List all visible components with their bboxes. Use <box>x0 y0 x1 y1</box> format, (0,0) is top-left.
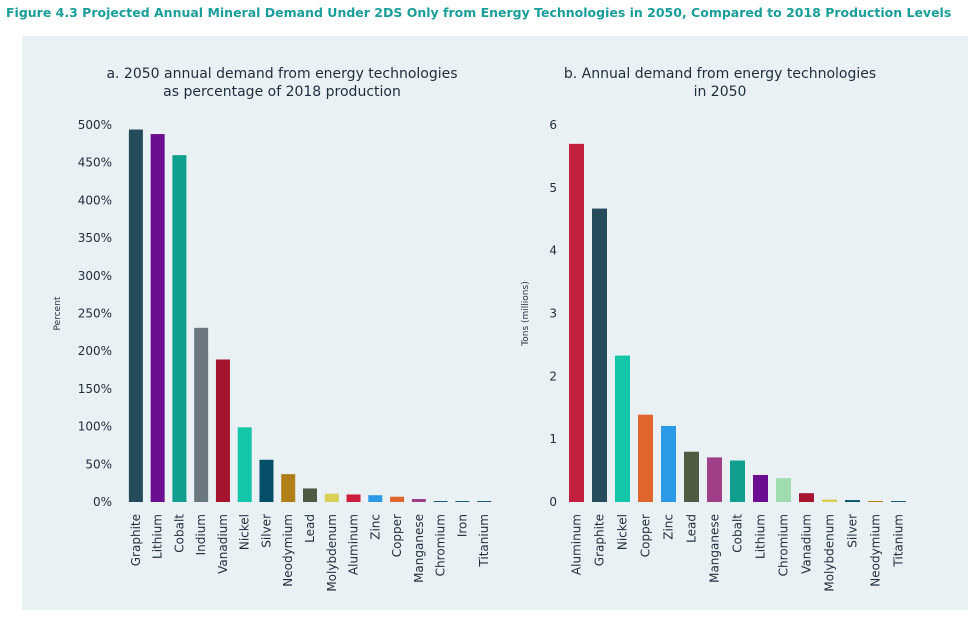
chart-b-category-label: Graphite <box>593 514 607 566</box>
chart-b-y-tick-label: 1 <box>549 432 557 446</box>
chart-a-bar-chromium <box>433 501 448 502</box>
chart-a-category-label: Neodymium <box>281 514 295 587</box>
chart-b-y-axis-label: Tons (millions) <box>521 281 531 346</box>
chart-a-y-axis-label: Percent <box>53 296 63 330</box>
chart-b-bar-cobalt <box>730 460 745 502</box>
chart-b-category-label: Copper <box>639 514 653 557</box>
chart-a-y-tick-label: 150% <box>78 382 112 396</box>
chart-a-y-tick-label: 500% <box>78 118 112 132</box>
chart-a-bar-titanium <box>477 501 492 502</box>
chart-a-bar-silver <box>259 459 274 502</box>
chart-b-title-line-2: in 2050 <box>694 84 747 100</box>
chart-a-category-label: Aluminum <box>347 514 361 575</box>
chart-a-category-label: Silver <box>259 514 273 548</box>
chart-a-y-tick-label: 400% <box>78 193 112 207</box>
chart-b-bar-lead <box>684 451 699 502</box>
chart-b-bar-vanadium <box>799 493 814 502</box>
chart-a-y-tick-label: 50% <box>85 457 112 471</box>
chart-b-bar-silver <box>845 500 860 502</box>
chart-a-category-label: Copper <box>390 514 404 557</box>
chart-a-title-line-1: a. 2050 annual demand from energy techno… <box>106 66 457 82</box>
chart-a-y-tick-label: 300% <box>78 269 112 283</box>
chart-b-category-label: Neodymium <box>869 514 883 587</box>
chart-a-y-tick-label: 450% <box>78 156 112 170</box>
chart-b-bar-lithium <box>753 474 768 502</box>
chart-b-category-label: Zinc <box>662 514 676 540</box>
chart-a-category-label: Iron <box>455 514 469 537</box>
chart-b-bar-chromium <box>776 478 791 502</box>
chart-b-bar-neodymium <box>868 501 883 502</box>
chart-a-y-tick-label: 100% <box>78 420 112 434</box>
chart-a-y-tick-label: 0% <box>93 495 112 509</box>
chart-b-bar-aluminum <box>569 143 584 502</box>
chart-a-y-tick-label: 200% <box>78 344 112 358</box>
chart-a-category-label: Lead <box>303 514 317 543</box>
chart-b-category-label: Silver <box>846 514 860 548</box>
chart-b-category-label: Manganese <box>708 514 722 583</box>
chart-b-category-label: Aluminum <box>570 514 584 575</box>
chart-b-y-tick-label: 4 <box>549 244 557 258</box>
chart-a-y-tick-label: 350% <box>78 231 112 245</box>
chart-a-bar-manganese <box>411 498 426 502</box>
chart-b-y-tick-label: 3 <box>549 307 557 321</box>
chart-a-category-label: Nickel <box>238 514 252 550</box>
chart-a-bar-cobalt <box>172 155 187 502</box>
chart-b-category-label: Titanium <box>892 514 906 568</box>
chart-a-bar-neodymium <box>281 474 296 502</box>
chart-b-bar-graphite <box>592 208 607 502</box>
chart-a-title-line-2: as percentage of 2018 production <box>163 84 401 100</box>
chart-a-category-label: Zinc <box>368 514 382 540</box>
chart-b-category-label: Lead <box>685 514 699 543</box>
chart-a-bar-copper <box>390 496 405 502</box>
chart-b-bar-copper <box>638 414 653 502</box>
chart-a-category-label: Manganese <box>412 514 426 583</box>
chart-b-category-label: Nickel <box>616 514 630 550</box>
chart-b-category-label: Vanadium <box>800 514 814 574</box>
chart-b-y-tick-label: 2 <box>549 369 557 383</box>
chart-b-y-tick-label: 5 <box>549 181 557 195</box>
chart-b-bar-manganese <box>707 457 722 502</box>
chart-a-bar-lead <box>303 488 317 502</box>
chart-a-bar-iron <box>455 501 470 502</box>
chart-a-category-label: Chromium <box>434 514 448 576</box>
chart-a-bar-lithium <box>150 134 165 502</box>
chart-a-category-label: Vanadium <box>216 514 230 574</box>
figure-title: Figure 4.3 Projected Annual Mineral Dema… <box>6 5 952 20</box>
chart-a-bar-vanadium <box>215 359 230 502</box>
chart-b-y-tick-label: 6 <box>549 118 557 132</box>
chart-b-bar-molybdenum <box>822 499 837 502</box>
chart-a-category-label: Graphite <box>129 514 143 566</box>
chart-a-category-label: Indium <box>194 514 208 555</box>
chart-b-bar-titanium <box>891 501 906 502</box>
chart-a-bar-aluminum <box>346 494 361 502</box>
chart-b-category-label: Lithium <box>754 514 768 559</box>
chart-a-category-label: Cobalt <box>172 514 186 553</box>
chart-b-category-label: Molybdenum <box>823 514 837 592</box>
chart-a-category-label: Titanium <box>477 514 491 568</box>
chart-b-y-tick-label: 0 <box>549 495 557 509</box>
chart-a-category-label: Lithium <box>151 514 165 559</box>
chart-a-bar-nickel <box>237 427 252 502</box>
chart-a-bar-indium <box>194 327 209 502</box>
chart-a-y-tick-label: 250% <box>78 307 112 321</box>
chart-b-category-label: Cobalt <box>731 514 745 553</box>
chart-b-category-label: Chromium <box>777 514 791 576</box>
chart-a-bar-molybdenum <box>324 493 339 502</box>
chart-b-bar-zinc <box>661 425 676 502</box>
chart-a-category-label: Molybdenum <box>325 514 339 592</box>
chart-a-bar-zinc <box>368 495 383 502</box>
chart-b-bar-nickel <box>615 355 630 502</box>
chart-b-title-line-1: b. Annual demand from energy technologie… <box>564 66 876 82</box>
chart-a-bar-graphite <box>128 129 143 503</box>
